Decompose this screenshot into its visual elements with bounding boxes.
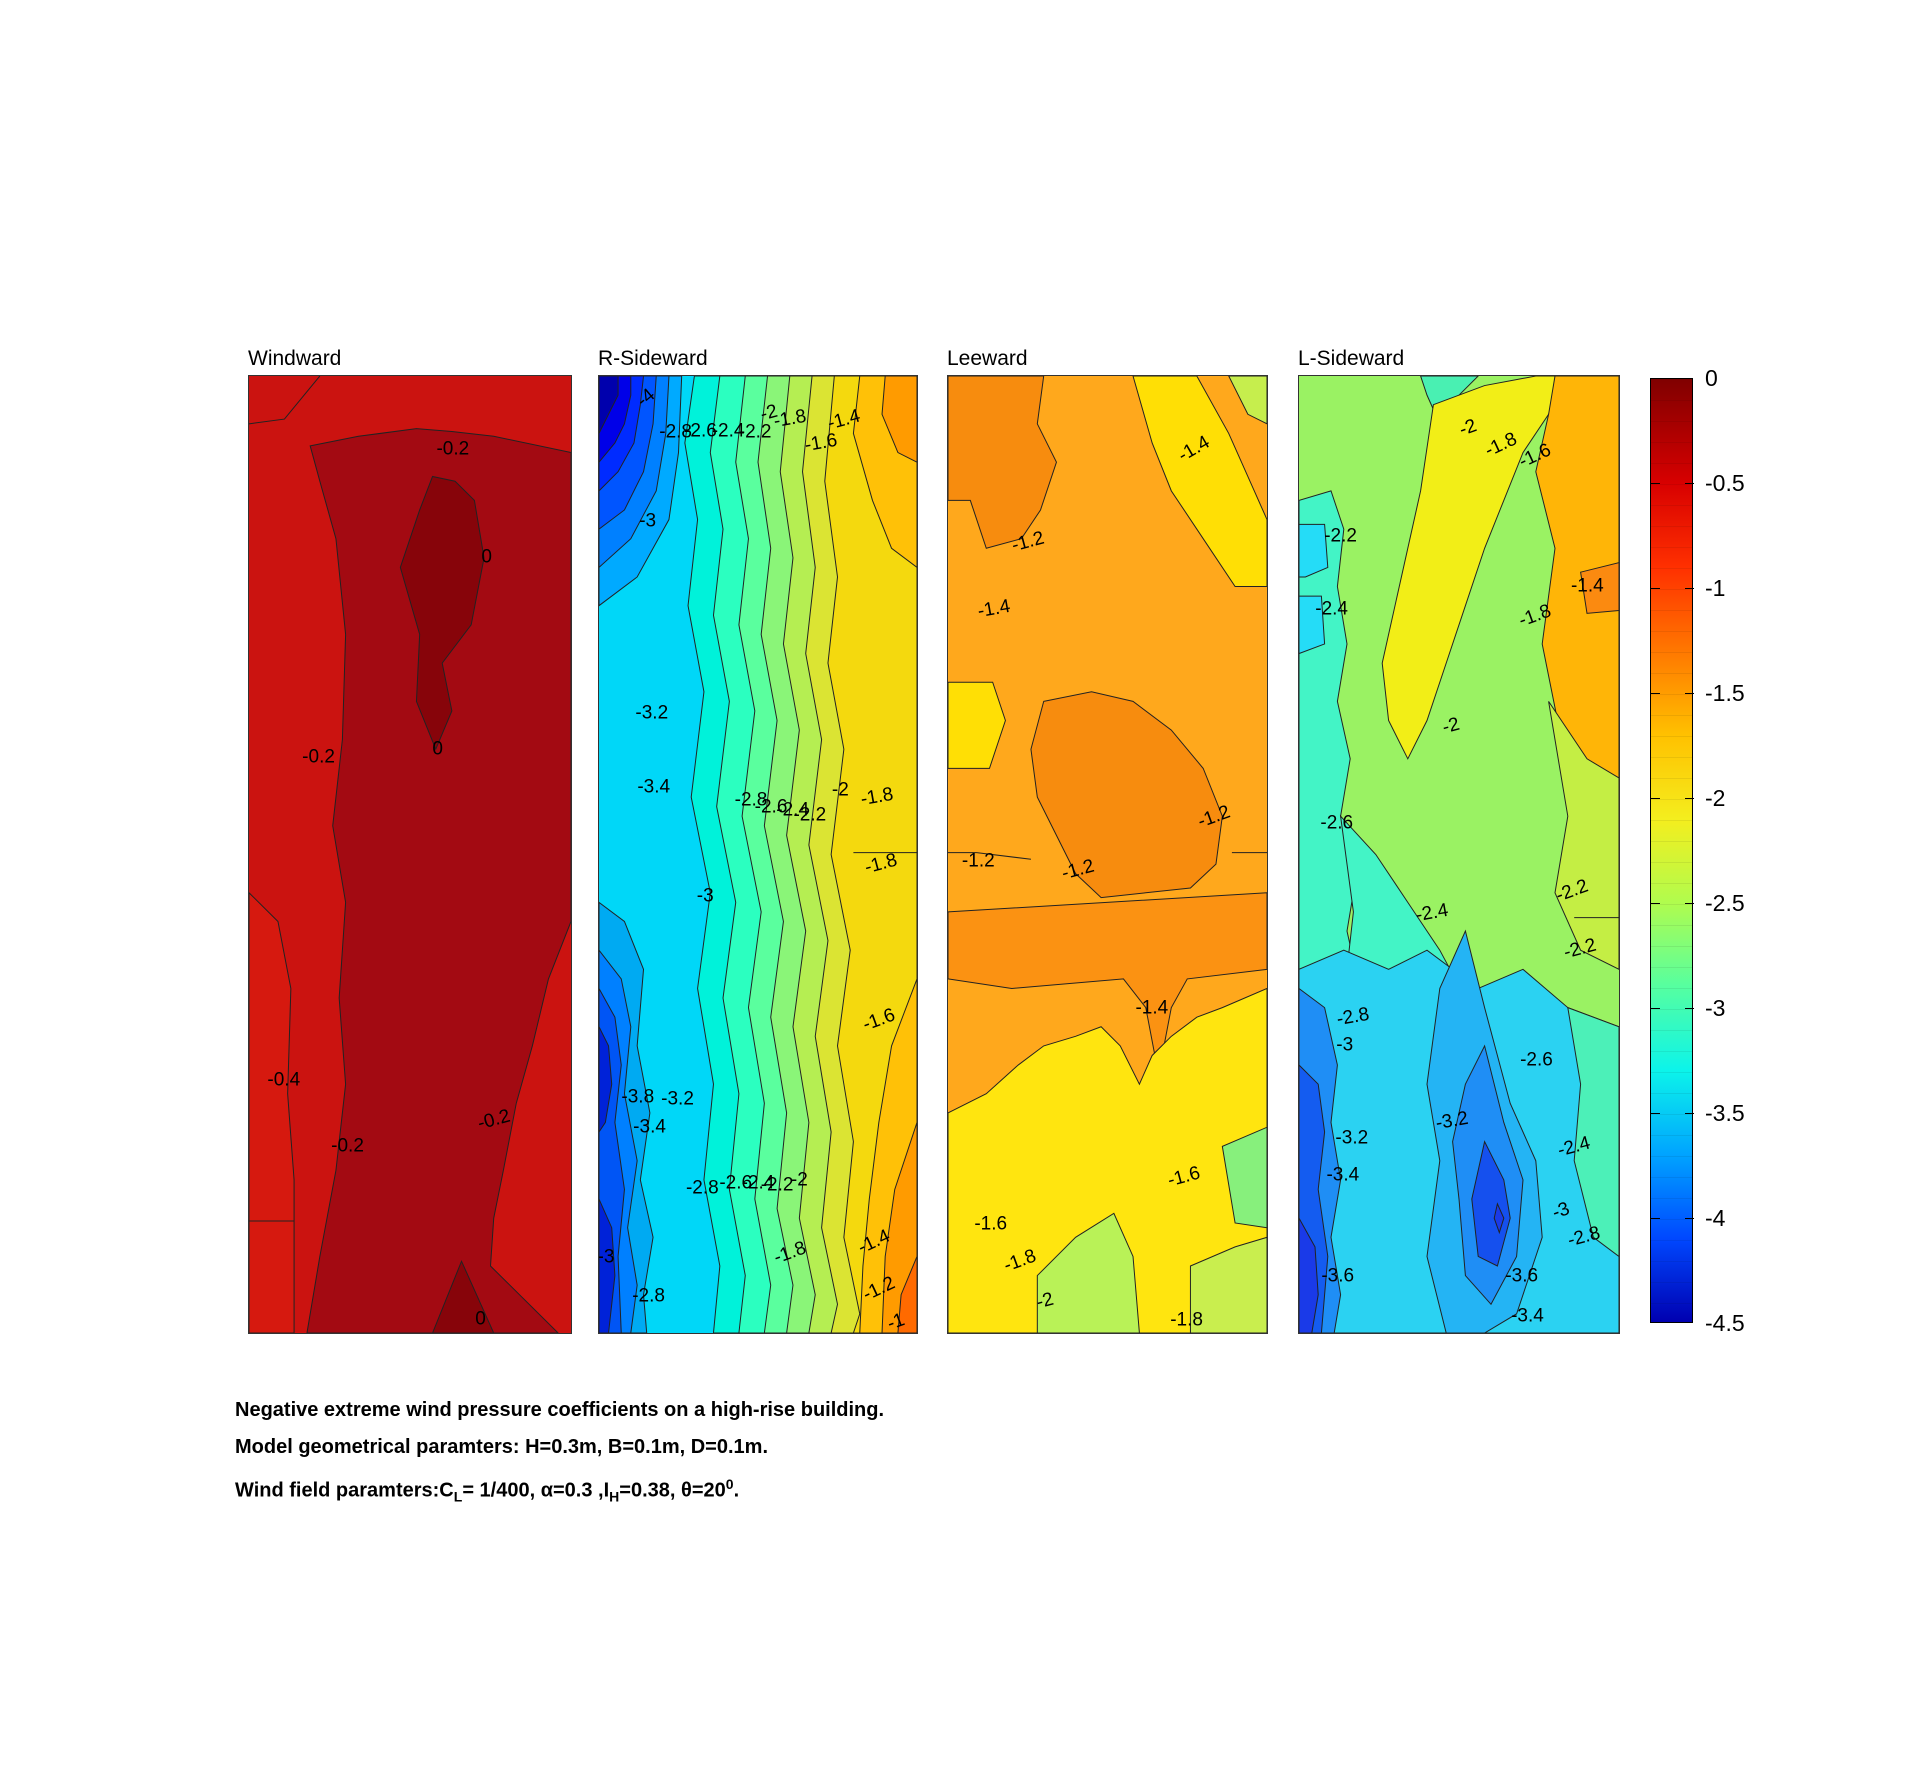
contour-label: -2.8 [632,1286,665,1305]
colorbar-tick-mark [1651,588,1660,589]
colorbar-tick-label: -4.5 [1705,1311,1745,1335]
colorbar-tick-label: -4 [1705,1206,1725,1230]
contour-label: 0 [475,1309,486,1328]
contour-label: -3.8 [621,1087,654,1106]
panel-title-leeward: Leeward [947,347,1028,371]
contour-label: -1.4 [1571,576,1604,595]
contour-region [948,376,1056,548]
figure-caption: Negative extreme wind pressure coefficie… [235,1392,884,1516]
panel-windward: Windward -0.20-0.20-0.4-0.2-0.20 [248,375,572,1334]
contour-label: -1.6 [974,1214,1007,1233]
colorbar-tick-mark [1685,903,1694,904]
colorbar-tick-label: -2 [1705,786,1725,810]
colorbar-tick-mark [1651,903,1660,904]
colorbar-tick-mark [1685,1113,1694,1114]
contour-label: 0 [432,740,443,759]
colorbar-tick-mark [1651,693,1660,694]
caption-line-1: Negative extreme wind pressure coefficie… [235,1392,884,1429]
contour-label: -1.4 [976,596,1012,620]
colorbar-tick-label: -3 [1705,996,1725,1020]
caption-line-2: Model geometrical paramters: H=0.3m, B=0… [235,1429,884,1466]
contour-label: -2.4 [1414,901,1450,925]
colorbar-tick-mark [1685,693,1694,694]
panel-title-windward: Windward [248,347,341,371]
colorbar-tick-mark [1685,1008,1694,1009]
contour-region [249,893,294,1333]
caption-line-3: Wind field paramters:CL= 1/400, α=0.3 ,I… [235,1466,884,1516]
contour-label: -3.4 [633,1118,666,1137]
contour-label: -0.2 [331,1137,364,1156]
contour-region [948,682,1005,768]
colorbar-tick-label: 0 [1705,366,1718,390]
colorbar-tick-label: -0.5 [1705,471,1745,495]
contour-label: -1.4 [1135,998,1168,1017]
colorbar-tick-label: -1 [1705,576,1725,600]
colorbar-tick-mark [1651,1113,1660,1114]
contour-label: -3.4 [1326,1166,1359,1185]
contour-label: -1.6 [803,431,839,455]
panel-title-l-sideward: L-Sideward [1298,347,1404,371]
contour-label: -0.4 [267,1071,300,1090]
figure-canvas: { "caption": { "line1": "Negative extrem… [0,0,1908,1774]
panel-leeward: Leeward -1.4-1.2-1.4-1.2-1.2-1.2-1.4-1.6… [947,375,1268,1334]
contour-label: -2.6 [1520,1051,1553,1070]
contour-label: -3.2 [1434,1108,1470,1132]
colorbar [1650,378,1693,1323]
contour-label: -2 [832,781,849,800]
contour-label: -2.2 [793,806,826,825]
contour-label: -2.6 [1320,813,1353,832]
colorbar-tick-mark [1685,588,1694,589]
contour-region [1229,376,1267,424]
contour-label: -3 [639,511,656,530]
colorbar-tick-mark [1651,1218,1660,1219]
contour-plot-leeward: -1.4-1.2-1.4-1.2-1.2-1.2-1.4-1.6-1.6-1.8… [947,375,1268,1334]
contour-label: -3.2 [1335,1128,1368,1147]
contour-label: -0.2 [302,747,335,766]
contour-label: -3.6 [1505,1266,1538,1285]
contour-label: -3.2 [661,1089,694,1108]
colorbar-tick-mark [1651,483,1660,484]
contour-label: -1.2 [962,852,995,871]
colorbar-tick-mark [1685,798,1694,799]
panel-title-r-sideward: R-Sideward [598,347,708,371]
contour-plot-windward: -0.20-0.20-0.4-0.2-0.20 [248,375,572,1334]
contour-label: -3 [598,1248,614,1267]
contour-plot-l-sideward: -2-1.8-1.6-2.2-1.4-2.4-1.8-2-2.6-2.4-2.2… [1298,375,1620,1334]
colorbar-steps [1651,379,1692,1322]
contour-line [249,376,320,424]
panel-r-sideward: R-Sideward -4-2.8-2.6-2.4-2.2-2-1.8-1.6-… [598,375,918,1334]
contour-label: -2.4 [1315,599,1348,618]
contour-label: -3.2 [635,703,668,722]
colorbar-tick-mark [1651,1008,1660,1009]
contour-label: -1.8 [1170,1310,1203,1329]
contour-plot-r-sideward: -4-2.8-2.6-2.4-2.2-2-1.8-1.6-1.4-3-3.2-3… [598,375,918,1334]
colorbar-tick-mark [1685,483,1694,484]
contour-label: -3 [1336,1035,1353,1054]
colorbar-tick-mark [1685,1218,1694,1219]
contour-label: 0 [481,547,492,566]
colorbar-tick-label: -3.5 [1705,1101,1745,1125]
contour-label: -3.4 [637,777,670,796]
contour-label: -3.6 [1321,1266,1354,1285]
colorbar-tick-label: -1.5 [1705,681,1745,705]
colorbar-tick-label: -2.5 [1705,891,1745,915]
contour-label: -2.2 [739,423,772,442]
contour-label: -2.2 [1324,526,1357,545]
contour-label: -2 [791,1170,808,1189]
contour-label: -2.8 [686,1178,719,1197]
contour-label: -0.2 [436,439,469,458]
contour-label: -2.2 [761,1175,794,1194]
contour-label: -3 [697,886,714,905]
colorbar-tick-mark [1651,798,1660,799]
panel-l-sideward: L-Sideward -2-1.8-1.6-2.2-1.4-2.4-1.8-2-… [1298,375,1620,1334]
contour-label: -3.4 [1511,1306,1544,1325]
